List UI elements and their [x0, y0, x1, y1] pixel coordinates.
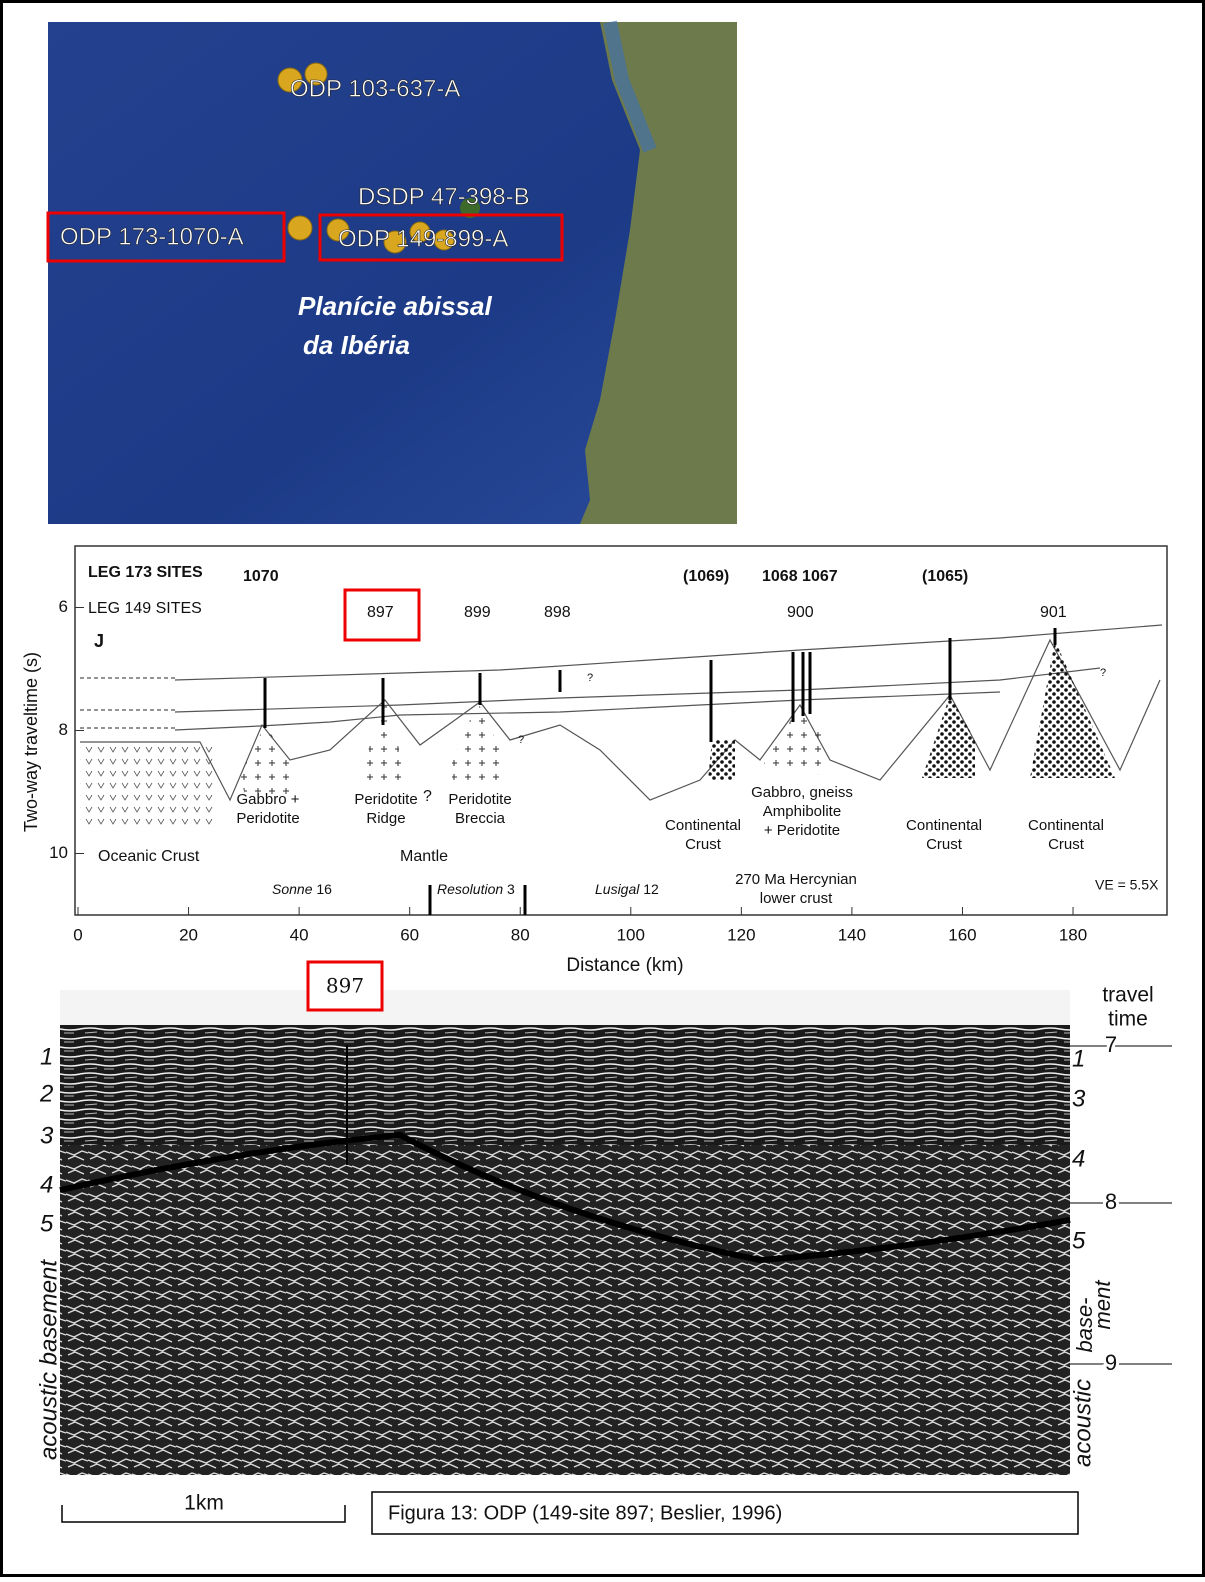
unit-label: Peridotite	[354, 791, 417, 808]
site-label: ODP 103-637-A	[290, 75, 460, 102]
layer-label: 5	[40, 1210, 54, 1237]
x-tick-label: 0	[73, 925, 82, 944]
site-number: 1068 1067	[762, 568, 838, 585]
layer-label: 3	[1072, 1085, 1086, 1112]
time-tick-label: 8	[1105, 1189, 1117, 1214]
x-tick-label: 160	[948, 925, 976, 944]
query: ?	[587, 672, 593, 684]
y-tick-label: 6	[59, 597, 68, 616]
survey-name: Lusigal	[595, 881, 640, 897]
site-number: (1065)	[922, 568, 968, 585]
x-tick-label: 100	[617, 925, 645, 944]
unit-fill	[708, 740, 735, 780]
region-label: Planície abissal	[298, 291, 492, 321]
unit-label: Ridge	[366, 810, 405, 827]
site-label: ODP 149-899-A	[338, 225, 508, 252]
site-number: 899	[464, 604, 491, 621]
seismic-noise	[60, 990, 1070, 1030]
map: ODP 103-637-A DSDP 47-398-B ODP 173-1070-A…	[48, 22, 737, 524]
unit-label: Crust	[926, 836, 963, 853]
unit-label: Continental	[665, 817, 741, 834]
travel-time-label: travel	[1102, 984, 1153, 1007]
site-label: ODP 173-1070-A	[60, 223, 244, 250]
unit-label: Crust	[685, 836, 722, 853]
y-tick-label: 10	[49, 843, 68, 862]
layer-label: 4	[1072, 1145, 1085, 1172]
survey-label: Resolution 3	[437, 881, 515, 897]
site-number: 901	[1040, 604, 1067, 621]
layer-label: 4	[40, 1171, 53, 1198]
unit-label: 270 Ma Hercynian	[735, 871, 857, 888]
query: ?	[423, 788, 432, 805]
x-axis-label: Distance (km)	[566, 955, 683, 976]
x-tick-label: 60	[400, 925, 419, 944]
query: ?	[518, 734, 524, 746]
x-tick-label: 120	[727, 925, 755, 944]
travel-time-label: time	[1108, 1008, 1148, 1031]
site-label: 897	[326, 974, 364, 998]
side-label: ment	[1090, 1280, 1115, 1330]
site-number: 900	[787, 604, 814, 621]
side-label: acoustic basement	[35, 1259, 62, 1460]
survey-name: Sonne	[272, 881, 313, 897]
survey-name: Resolution	[437, 881, 503, 897]
seismic-layers	[60, 1025, 1070, 1145]
x-tick-label: 40	[290, 925, 309, 944]
layer-label: 2	[39, 1080, 53, 1107]
unit-label: Gabbro +	[237, 791, 300, 808]
site-number: 1070	[243, 568, 279, 585]
unit-label: Gabbro, gneiss	[751, 784, 853, 801]
site-label: DSDP 47-398-B	[358, 183, 530, 210]
layer-label: 5	[1072, 1227, 1086, 1254]
unit-label: Oceanic Crust	[98, 848, 200, 865]
unit-label: Continental	[1028, 817, 1104, 834]
page: {"map": {"sites": ["ODP 103-637-A", "DSD…	[0, 0, 1205, 1582]
unit-label: Amphibolite	[763, 803, 841, 820]
region-label: da Ibéria	[303, 330, 410, 360]
section-diagram: LEG 173 SITES 1070 (1069) 1068 1067 (1065) LE…	[21, 546, 1167, 976]
layer-label: 3	[40, 1122, 54, 1149]
seismic-basement	[60, 1145, 1070, 1475]
survey-label: Lusigal 12	[595, 881, 659, 897]
scale-label: 1km	[184, 1492, 224, 1515]
layer-label: 1	[40, 1043, 53, 1070]
site-number: 897	[367, 604, 394, 621]
x-tick-label: 140	[838, 925, 866, 944]
time-tick-label: 9	[1105, 1350, 1117, 1375]
y-axis-label: Two-way traveltime (s)	[21, 652, 41, 832]
survey-number: 16	[316, 881, 332, 897]
site-number: (1069)	[683, 568, 729, 585]
unit-label: Peridotite	[448, 791, 511, 808]
unit-label: Continental	[906, 817, 982, 834]
caption: Figura 13: ODP (149-site 897; Beslier, 1…	[388, 1502, 782, 1524]
site-dot	[288, 216, 312, 240]
unit-label: Breccia	[455, 810, 506, 827]
layer-label: 1	[1072, 1045, 1085, 1072]
x-tick-label: 20	[179, 925, 198, 944]
leg-label: LEG 173 SITES	[88, 564, 203, 581]
x-tick-label: 180	[1059, 925, 1087, 944]
survey-label: Sonne 16	[272, 881, 332, 897]
unit-label: Crust	[1048, 836, 1085, 853]
survey-number: 12	[643, 881, 659, 897]
unit-label: lower crust	[760, 890, 833, 907]
unit-label: + Peridotite	[764, 822, 840, 839]
unit-label: Peridotite	[236, 810, 299, 827]
query: ?	[1100, 667, 1106, 679]
unit-label: Mantle	[400, 848, 448, 865]
oceanic-crust-fill	[80, 742, 215, 827]
survey-number: 3	[507, 881, 515, 897]
x-tick-label: 80	[511, 925, 530, 944]
section-frame	[75, 546, 1167, 915]
figure: ODP 103-637-A DSDP 47-398-B ODP 173-1070-A…	[0, 0, 1205, 1577]
ve-label: VE = 5.5X	[1095, 877, 1159, 893]
side-label: acoustic	[1069, 1379, 1096, 1467]
y-tick-label: 8	[59, 720, 68, 739]
site-number: 898	[544, 604, 571, 621]
leg-label: LEG 149 SITES	[88, 600, 202, 617]
panel-letter: J	[94, 631, 104, 651]
time-tick-label: 7	[1105, 1032, 1117, 1057]
